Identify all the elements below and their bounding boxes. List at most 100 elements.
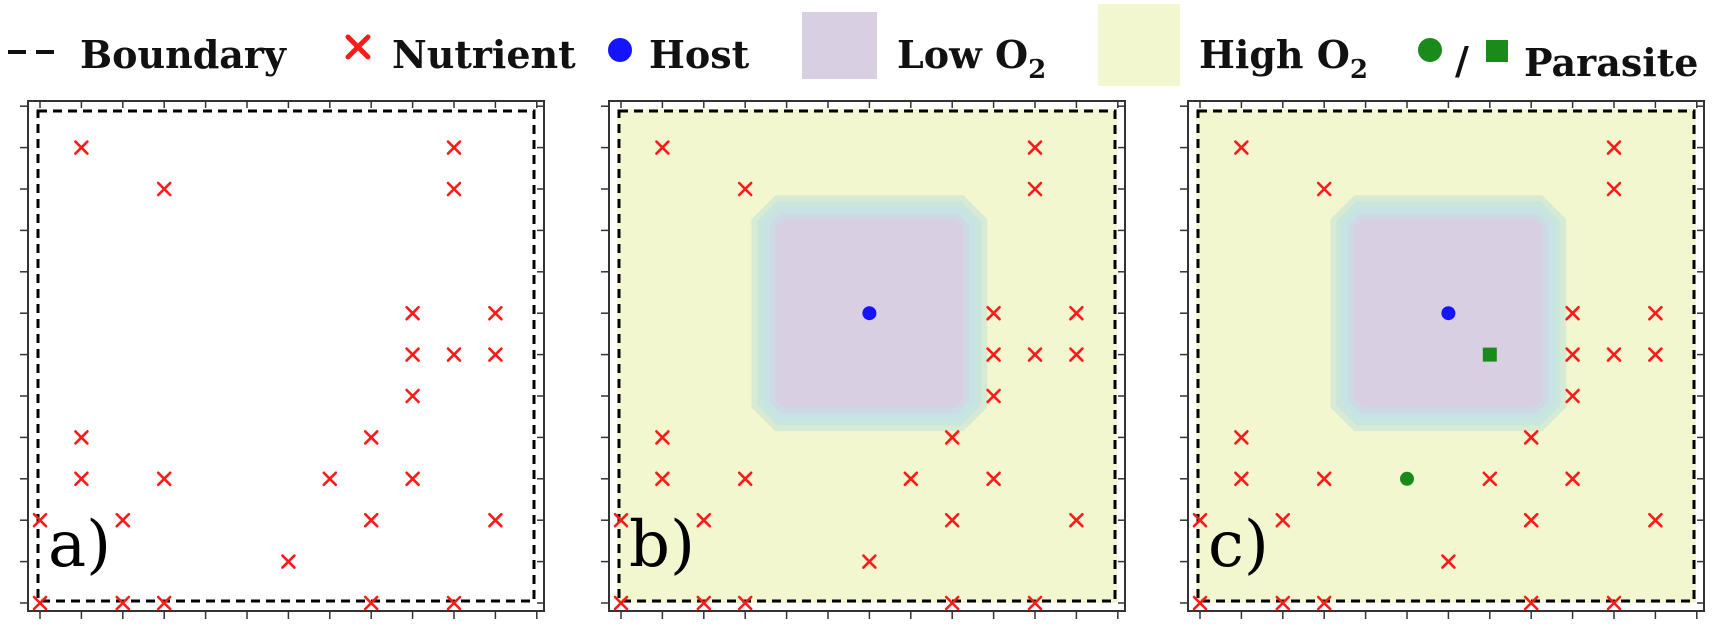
nutrient-marker [737,471,753,487]
host-marker-icon [608,38,632,62]
nutrient-marker [1523,512,1539,528]
nutrient-marker [156,181,172,197]
nutrient-marker [1275,512,1291,528]
nutrient-marker [655,430,670,445]
nutrient-marker [363,430,379,445]
nutrient-marker [488,305,503,321]
nutrient-marker [986,471,1001,487]
nutrient-marker [1441,554,1456,569]
nutrient-marker [1523,595,1539,611]
legend-nutrient-label: Nutrient [392,32,576,77]
legend-parasite-separator: / [1455,38,1469,83]
nutrient-marker [1565,471,1580,487]
nutrient-marker [1316,181,1332,197]
nutrient-marker [613,595,629,611]
panels: a) b) c) [20,100,1705,619]
high-o2-swatch [1098,4,1180,86]
nutrient-marker [986,347,1001,362]
legend-boundary: Boundary [8,32,287,77]
nutrient-marker [986,305,1001,321]
nutrient-marker-icon [345,34,371,60]
nutrient-marker [1027,181,1043,197]
nutrient-marker [322,471,338,487]
nutrient-marker [74,430,89,445]
nutrient-marker [903,471,919,487]
boundary [36,109,536,603]
nutrient-marker [1565,388,1580,404]
nutrient-marker [944,512,960,528]
nutrient-marker [696,595,712,611]
panel-label: c) [1208,508,1269,582]
panel-frame [27,100,545,612]
nutrient-marker [1069,305,1084,321]
legend-low-o2-label: Low O2 [897,32,1046,85]
nutrient-marker [74,140,89,155]
nutrient-marker [1565,305,1580,321]
nutrient-marker [1192,595,1208,611]
nutrient-marker [363,595,379,611]
panel-label: b) [629,508,695,582]
nutrient-marker [281,554,296,569]
nutrient-marker [363,512,379,528]
nutrient-marker [1192,512,1208,528]
nutrient-marker [446,140,462,155]
nutrient-marker [1482,471,1498,487]
nutrient-marker [405,347,420,362]
nutrient-marker [1648,305,1663,321]
boundary [1196,109,1696,603]
nutrient-marker [655,471,670,487]
panel-3: c) [1180,100,1705,619]
nutrient-marker [156,471,172,487]
panel-frame [608,100,1126,612]
nutrient-marker [1565,347,1580,362]
nutrient-marker [862,554,877,569]
nutrient-marker [1275,595,1291,611]
parasite-circle-icon [1418,38,1442,62]
nutrient-marker [1027,347,1043,362]
nutrient-marker [655,140,670,155]
panel-frame [1187,100,1705,612]
legend: Boundary Nutrient Host Low O2 High O2 / … [8,4,1698,86]
legend-host-label: Host [649,32,750,77]
legend-nutrient: Nutrient [345,32,576,77]
axis-ticks [601,101,1125,619]
legend-high-o2: High O2 [1098,4,1368,86]
legend-high-o2-label: High O2 [1199,32,1368,85]
nutrient-marker [446,347,462,362]
nutrient-marker [115,512,131,528]
legend-parasite: / Parasite [1418,38,1698,85]
nutrient-marker [156,595,172,611]
host-marker [862,306,877,321]
host-marker [1441,306,1456,321]
nutrient-marker [32,512,48,528]
parasite-circle-marker [1400,471,1414,486]
nutrient-marker [446,181,462,197]
legend-low-o2: Low O2 [802,12,1046,85]
nutrient-marker [1606,140,1622,155]
nutrient-marker [737,595,753,611]
nutrient-marker [1316,595,1332,611]
nutrient-marker [1069,512,1084,528]
nutrient-marker [1606,181,1622,197]
nutrient-marker [944,430,960,445]
nutrient-marker [446,595,462,611]
nutrient-marker [1027,595,1043,611]
nutrient-marker [1648,512,1663,528]
nutrient-marker [1648,347,1663,362]
parasite-square-marker [1482,347,1497,362]
nutrient-marker [488,347,503,362]
nutrient-marker [405,471,420,487]
panel-label: a) [48,508,111,582]
nutrient-marker [405,388,420,404]
panel-2: b) [601,100,1126,619]
axis-ticks [20,101,544,619]
nutrient-marker [1234,471,1249,487]
nutrient-marker [1606,595,1622,611]
nutrient-marker [488,512,503,528]
legend-host: Host [608,32,750,77]
nutrient-marker [986,388,1001,404]
nutrient-marker [1606,347,1622,362]
nutrient-marker [1523,430,1539,445]
parasite-square-icon [1486,40,1508,62]
nutrient-marker [737,181,753,197]
